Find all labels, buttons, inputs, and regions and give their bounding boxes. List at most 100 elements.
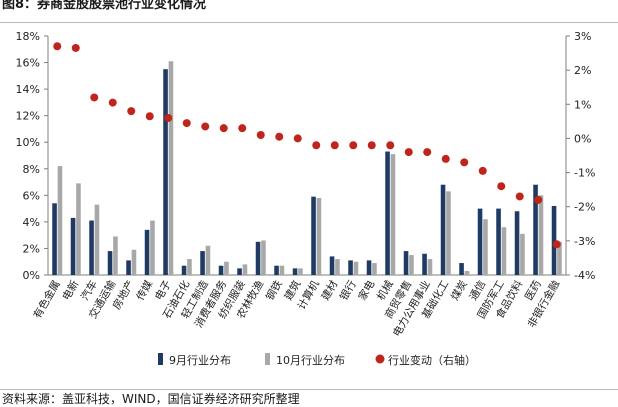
y-left-tick-label: 14% [16, 83, 40, 96]
industry-distribution-chart: 0% 2% 4% 6% 8% 10% 12% 14% 16% 18% -4% -3% -2% -1% 0% 1… [16, 30, 596, 367]
bar-oct [242, 264, 248, 275]
legend-label: 行业变动（右轴） [388, 353, 476, 367]
change-dot [53, 42, 62, 51]
bar-sep [422, 253, 427, 275]
legend-label: 10月行业分布 [276, 354, 345, 367]
change-dot [312, 141, 321, 150]
bar-sep [107, 251, 113, 275]
change-dot [367, 141, 376, 150]
category-label: 煤炭 [448, 278, 470, 303]
bar-sep [496, 208, 501, 275]
source-note: 资料来源：盖亚科技，WIND，国信证券经济研究所整理 [2, 392, 300, 406]
bar-oct [316, 197, 322, 275]
change-dot [460, 158, 469, 167]
y-left-tick-label: 12% [16, 110, 40, 123]
bar-oct [372, 263, 377, 275]
bar-oct [113, 236, 118, 275]
bar-sep [459, 263, 464, 275]
change-dot [201, 122, 210, 131]
change-dot [293, 134, 302, 143]
bar-sep [200, 251, 205, 275]
change-dot [386, 141, 395, 150]
bar-oct [538, 195, 544, 275]
change-dot [275, 132, 284, 141]
y-left-tick-label: 10% [16, 136, 40, 149]
bar-sep [89, 220, 94, 275]
bar-sep [514, 211, 520, 275]
chart-header: 图8：券商金股股票池行业变化情况 [0, 0, 618, 23]
bar-sep [163, 69, 168, 275]
chart-footer: 资料来源：盖亚科技，WIND，国信证券经济研究所整理 [0, 389, 618, 406]
category-label: 传媒 [134, 278, 156, 303]
legend-swatch-dot [375, 354, 385, 364]
bar-sep [366, 260, 372, 275]
change-dot [164, 113, 173, 122]
category-label: 建材 [319, 278, 341, 303]
bar-sep [329, 256, 335, 275]
legend-swatch [265, 353, 270, 365]
legend-swatch [158, 353, 163, 365]
bar-oct [427, 259, 433, 275]
bar-oct [168, 61, 174, 275]
y-left-tick-label: 18% [16, 30, 40, 43]
y-right-tick-label: 0% [574, 132, 591, 145]
change-dot [108, 98, 117, 107]
change-dot [145, 112, 154, 121]
bar-sep [551, 205, 557, 275]
bar-sep [237, 268, 242, 275]
y-right-tick-label: 3% [574, 30, 591, 43]
bar-oct [279, 265, 285, 275]
y-right-tick-label: -1% [574, 167, 595, 180]
change-dot [330, 141, 339, 150]
bar-oct [353, 261, 359, 275]
legend-label: 9月行业分布 [169, 354, 231, 367]
bar-oct [298, 268, 303, 275]
bar-oct [335, 259, 340, 275]
change-dot [182, 119, 191, 128]
y-right-tick-label: 1% [574, 98, 591, 111]
change-dot [127, 107, 136, 116]
bar-sep [144, 229, 150, 275]
bar-sep [533, 184, 538, 275]
change-dot [423, 148, 432, 157]
bar-oct [150, 220, 155, 275]
bar-sep [311, 196, 316, 275]
change-dot [534, 195, 543, 204]
change-dot [404, 148, 413, 157]
bar-oct [501, 227, 507, 275]
category-label: 钢铁 [263, 278, 285, 303]
change-dot [238, 124, 247, 133]
change-dot [219, 124, 228, 133]
bar-oct [57, 166, 63, 275]
bar-sep [70, 217, 76, 275]
y-right-tick-label: -2% [574, 201, 595, 214]
bar-sep [477, 208, 483, 275]
y-left-tick-label: 6% [23, 189, 40, 202]
bar-oct [76, 183, 81, 275]
bar-sep [218, 265, 224, 275]
bar-sep [255, 241, 261, 275]
y-left-tick-label: 8% [23, 163, 40, 176]
bar-oct [483, 219, 488, 275]
chart-container: 0% 2% 4% 6% 8% 10% 12% 14% 16% 18% -4% -3% -2% -1% 0% 1… [0, 22, 618, 392]
change-dot [349, 141, 358, 150]
bar-sep [348, 260, 353, 275]
bar-oct [261, 240, 266, 275]
bar-sep [126, 260, 131, 275]
change-dot [90, 93, 99, 102]
bar-oct [446, 191, 451, 275]
bar-oct [187, 259, 192, 275]
category-label: 银行 [337, 278, 359, 303]
bar-oct [390, 154, 396, 275]
change-dot [256, 131, 265, 140]
category-label: 有色金属 [31, 278, 63, 321]
y-left-tick-label: 16% [16, 57, 40, 70]
bar-oct [464, 271, 470, 275]
y-left-tick-label: 4% [23, 216, 40, 229]
y-right-tick-label: -4% [574, 269, 595, 282]
category-label: 电新 [60, 278, 82, 303]
bar-oct [224, 261, 229, 275]
change-dot [441, 154, 450, 163]
change-dot [515, 192, 524, 201]
y-left-tick-label: 2% [23, 242, 40, 255]
